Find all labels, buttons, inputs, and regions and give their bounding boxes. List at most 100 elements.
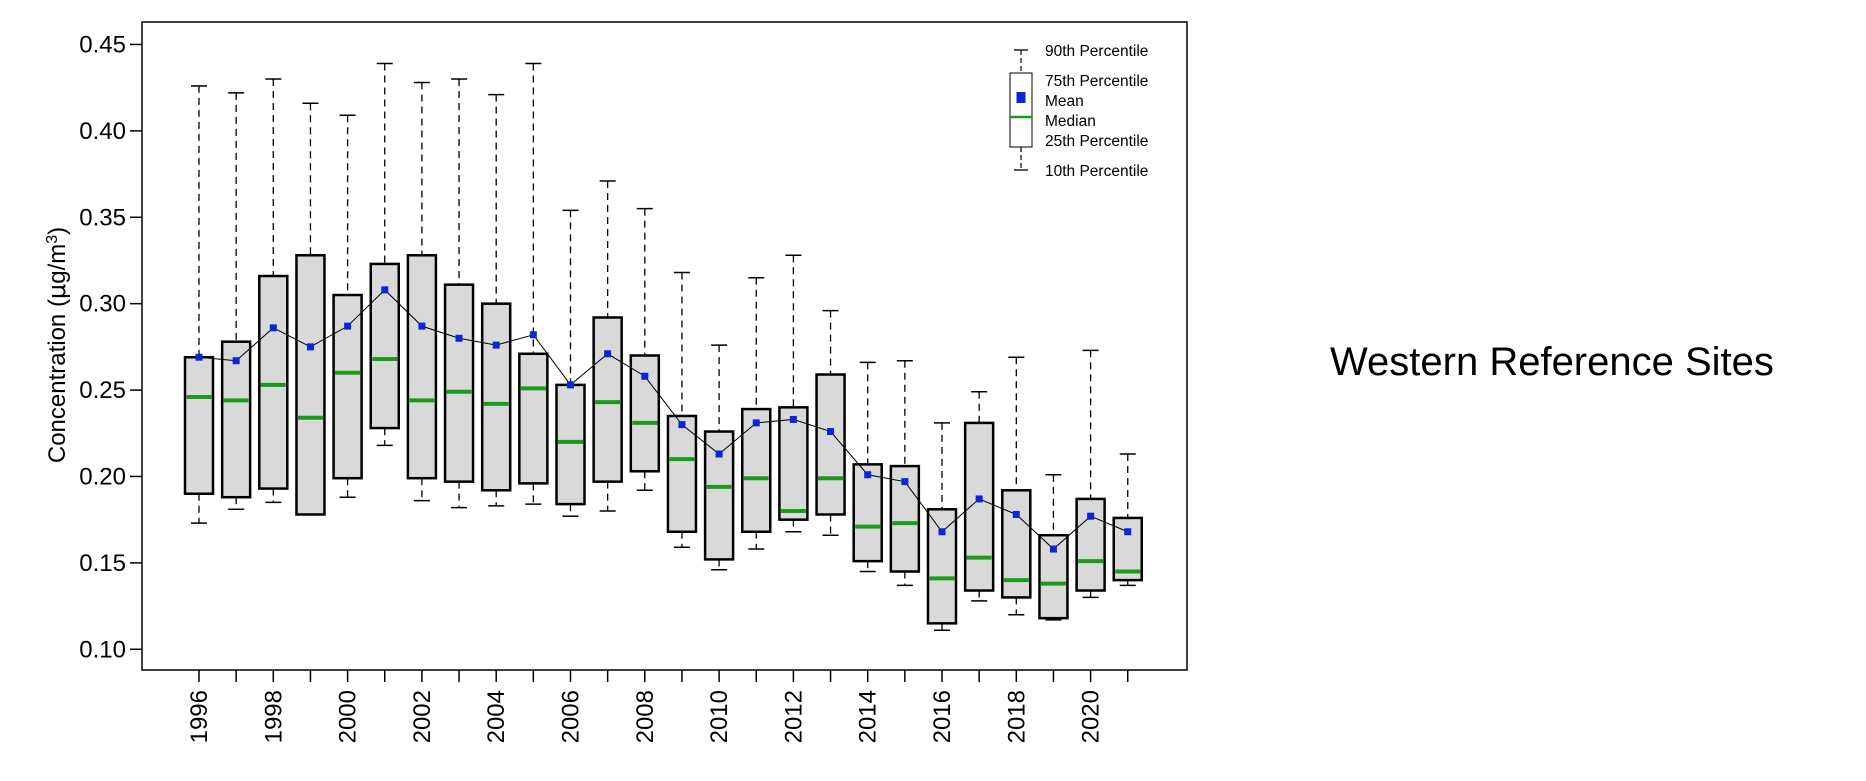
box-2016 [926, 422, 958, 632]
mean-point-2004 [492, 341, 500, 349]
box-2005 [518, 62, 549, 505]
iqr-box [741, 407, 772, 534]
iqr-box [258, 274, 289, 490]
chart-title: Western Reference Sites [1330, 340, 1774, 384]
iqr-box [963, 421, 995, 592]
box-2011 [741, 276, 772, 550]
box-2009 [666, 271, 698, 549]
box-2001 [369, 62, 400, 447]
x-tick-label: 2014 [855, 690, 882, 743]
y-tick-label: 0.45 [79, 31, 126, 58]
box-1999 [295, 102, 326, 516]
x-tick-label: 1998 [260, 690, 287, 743]
mean-point-2014 [864, 471, 872, 479]
box-2002 [406, 81, 438, 502]
x-tick-label: 2012 [780, 690, 807, 743]
iqr-box [592, 316, 623, 483]
iqr-box [332, 293, 363, 480]
y-tick-label: 0.15 [79, 550, 126, 577]
mean-point-2006 [567, 381, 574, 389]
mean-point-2020 [1087, 512, 1095, 520]
x-tick-label: 2002 [409, 690, 436, 743]
legend-label-mean: Mean [1045, 93, 1084, 110]
box-1996 [183, 85, 215, 524]
legend-label-median: Median [1045, 113, 1096, 130]
plot-frame [141, 21, 1188, 671]
x-tick-label: 1996 [186, 690, 213, 743]
mean-point-2001 [381, 286, 389, 294]
mean-point-2007 [604, 350, 612, 358]
box-1997 [220, 92, 252, 511]
box-2015 [889, 359, 921, 587]
box-series [183, 62, 1143, 632]
x-tick-label: 2018 [1003, 690, 1030, 743]
mean-point-2018 [1012, 510, 1020, 518]
x-tick-label: 2020 [1078, 690, 1105, 743]
mean-point-2017 [975, 495, 983, 503]
box-1998 [258, 78, 289, 504]
iqr-box [815, 373, 846, 516]
x-tick-label: 2004 [483, 690, 510, 743]
y-axis-title: Concentration (μg/m3) [43, 227, 71, 463]
mean-point-2013 [827, 428, 835, 436]
x-tick-label: 2006 [558, 690, 585, 743]
mean-point-2012 [789, 415, 797, 423]
iqr-box [1075, 497, 1106, 592]
legend-label-p25: 25th Percentile [1045, 133, 1148, 150]
mean-point-2002 [418, 322, 426, 330]
mean-point-2016 [938, 528, 946, 536]
legend-label-p90: 90th Percentile [1045, 43, 1148, 60]
legend-box [1009, 72, 1033, 148]
iqr-box [480, 302, 512, 492]
box-2018 [1001, 356, 1032, 616]
iqr-box [183, 355, 215, 495]
box-2003 [443, 78, 475, 509]
mean-point-2011 [752, 419, 760, 427]
iqr-box [443, 283, 475, 483]
iqr-box [666, 414, 698, 534]
x-tick-label: 2000 [335, 690, 362, 743]
box-2007 [592, 180, 623, 512]
legend-label-p10: 10th Percentile [1045, 163, 1148, 180]
iqr-box [295, 254, 326, 516]
mean-point-1998 [269, 324, 277, 332]
y-tick-label: 0.30 [79, 291, 126, 318]
iqr-box [926, 508, 958, 625]
mean-point-2009 [678, 421, 686, 429]
box-2014 [852, 361, 883, 573]
box-2008 [629, 207, 661, 492]
mean-series [195, 286, 1132, 553]
x-axis: 1996 1998 2000 2002 2004 2006 2008 2010 2012 2014… [186, 670, 1129, 743]
x-tick-label: 2010 [706, 690, 733, 743]
mean-point-2000 [344, 322, 352, 330]
mean-point-2019 [1049, 545, 1057, 553]
box-2013 [815, 309, 846, 536]
mean-trend-line [198, 289, 1128, 550]
mean-point-1996 [195, 353, 203, 361]
box-2000 [332, 114, 363, 498]
x-tick-label: 2008 [632, 690, 659, 743]
mean-point-2003 [455, 334, 463, 342]
mean-point-1999 [306, 343, 314, 351]
mean-point-2015 [901, 478, 909, 486]
legend-mean-marker [1016, 92, 1026, 103]
y-tick-label: 0.25 [79, 377, 126, 404]
y-axis: 0.10 0.15 0.20 0.25 0.30 0.35 0.40 0.45 [79, 31, 142, 663]
box-2020 [1075, 349, 1106, 599]
iqr-box [852, 463, 883, 563]
y-tick-label: 0.20 [79, 463, 126, 490]
mean-point-2010 [715, 450, 723, 458]
mean-point-2008 [641, 372, 649, 380]
mean-point-2005 [529, 331, 537, 339]
box-2012 [778, 254, 809, 533]
iqr-box [518, 352, 549, 485]
mean-point-1997 [232, 357, 240, 365]
mean-point-2021 [1124, 528, 1132, 536]
y-tick-label: 0.40 [79, 118, 126, 145]
y-tick-label: 0.35 [79, 204, 126, 231]
box-2021 [1112, 453, 1143, 587]
legend: 90th Percentile 75th Percentile Mean Median… [1009, 43, 1148, 180]
iqr-box [889, 464, 921, 573]
legend-label-p75: 75th Percentile [1045, 73, 1148, 90]
